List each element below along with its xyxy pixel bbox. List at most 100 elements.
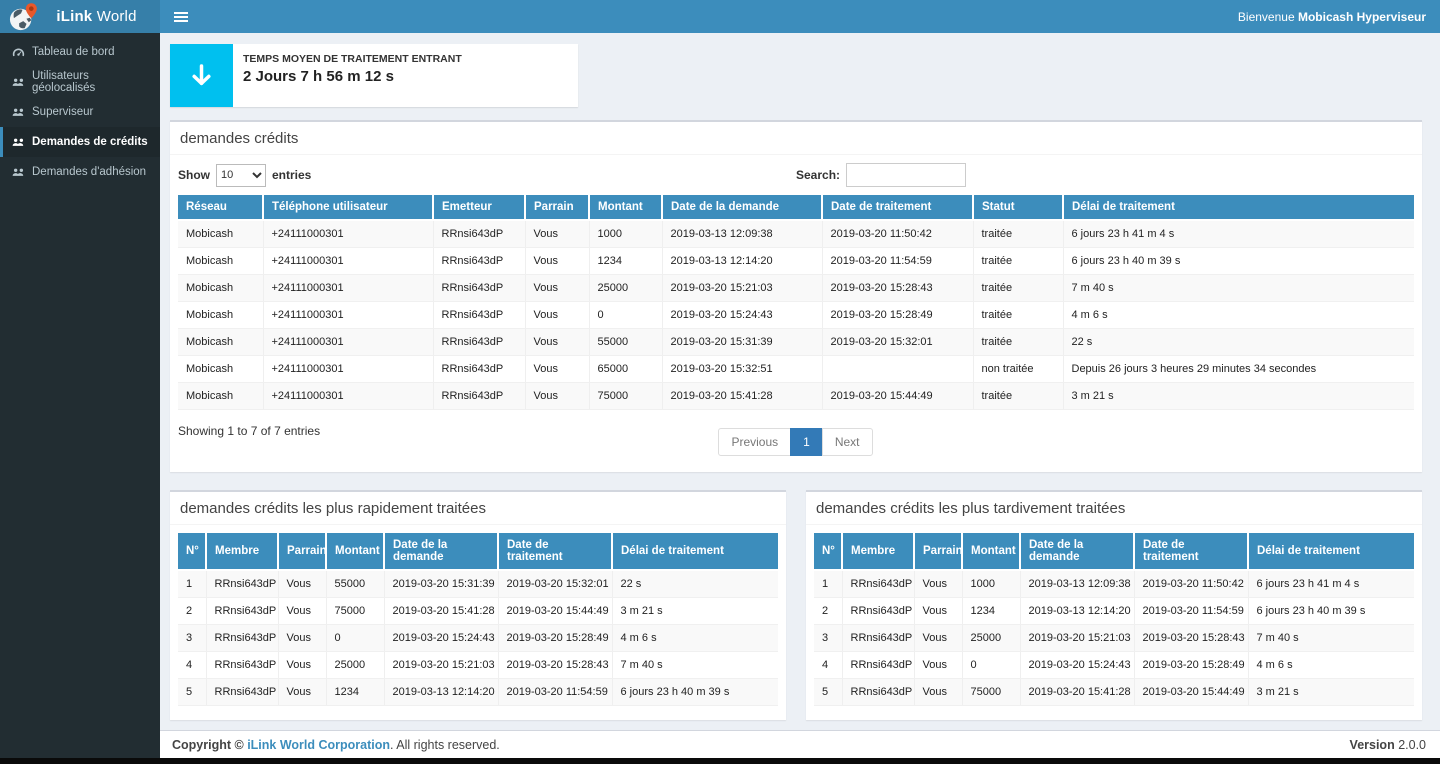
- table-cell: traitée: [973, 220, 1063, 248]
- table-footer: Showing 1 to 7 of 7 entries Previous1Nex…: [178, 420, 1414, 458]
- sidebar-item-demandes-de-credits[interactable]: Demandes de crédits: [0, 127, 160, 157]
- table-cell: Mobicash: [178, 356, 263, 383]
- table-cell: RRnsi643dP: [433, 220, 525, 248]
- panel-body: N°MembreParrainMontantDate de la demande…: [806, 525, 1422, 720]
- table-cell: 75000: [326, 598, 384, 625]
- sidebar-item-demandes-adhesion[interactable]: Demandes d'adhésion: [0, 157, 160, 187]
- table-cell: RRnsi643dP: [433, 356, 525, 383]
- table-cell: traitée: [973, 302, 1063, 329]
- table-cell: 2019-03-20 15:41:28: [662, 383, 822, 410]
- sidebar-item-utilisateurs-geolocalises[interactable]: Utilisateurs géolocalisés: [0, 67, 160, 97]
- app-logo[interactable]: iLink World: [0, 0, 160, 33]
- table-cell: 0: [589, 302, 662, 329]
- users-icon: [12, 76, 25, 89]
- app-window: iLink World Tableau de bord Utilisateurs…: [0, 0, 1440, 758]
- table-cell: 55000: [326, 570, 384, 598]
- app-title-bold: iLink: [56, 8, 92, 25]
- table-cell: Mobicash: [178, 329, 263, 356]
- table-row: Mobicash+24111000301RRnsi643dPVous250002…: [178, 275, 1414, 302]
- table-cell: 5: [814, 679, 842, 706]
- search-input[interactable]: [846, 163, 966, 187]
- table-cell: +24111000301: [263, 302, 433, 329]
- table-cell: [822, 356, 973, 383]
- column-header[interactable]: Réseau: [178, 195, 263, 220]
- table-cell: Vous: [525, 248, 589, 275]
- table-cell: 6 jours 23 h 40 m 39 s: [1063, 248, 1414, 275]
- table-cell: 6 jours 23 h 40 m 39 s: [612, 679, 778, 706]
- table-cell: 2019-03-20 15:24:43: [662, 302, 822, 329]
- table-cell: traitée: [973, 275, 1063, 302]
- table-row: 4RRnsi643dPVous02019-03-20 15:24:432019-…: [814, 652, 1414, 679]
- column-header[interactable]: Statut: [973, 195, 1063, 220]
- table-cell: 2019-03-20 15:31:39: [384, 570, 498, 598]
- table-cell: 2019-03-20 11:50:42: [822, 220, 973, 248]
- column-header[interactable]: Téléphone utilisateur: [263, 195, 433, 220]
- pagination-page-1-button[interactable]: 1: [790, 428, 823, 456]
- table-cell: 2019-03-20 15:21:03: [1020, 625, 1134, 652]
- table-cell: 2019-03-20 15:28:43: [822, 275, 973, 302]
- users-icon: [12, 136, 25, 149]
- column-header[interactable]: Parrain: [525, 195, 589, 220]
- table-row: 2RRnsi643dPVous12342019-03-13 12:14:2020…: [814, 598, 1414, 625]
- column-header[interactable]: Date de la demande: [662, 195, 822, 220]
- table-cell: 55000: [589, 329, 662, 356]
- page-length-select[interactable]: 10: [216, 164, 266, 187]
- pagination-next-button[interactable]: Next: [822, 428, 873, 456]
- sidebar-menu: Tableau de bord Utilisateurs géolocalisé…: [0, 33, 160, 187]
- table-cell: Vous: [914, 652, 962, 679]
- sidebar-toggle-button[interactable]: [160, 0, 202, 33]
- search-label: Search:: [796, 168, 840, 182]
- table-cell: non traitée: [973, 356, 1063, 383]
- sidebar-item-superviseur[interactable]: Superviseur: [0, 97, 160, 127]
- column-header[interactable]: Emetteur: [433, 195, 525, 220]
- panel-title: demandes crédits: [170, 122, 1422, 155]
- table-cell: 7 m 40 s: [612, 652, 778, 679]
- table-cell: 4 m 6 s: [1063, 302, 1414, 329]
- arrow-down-icon: [170, 44, 233, 107]
- app-title-regular: World: [97, 8, 137, 25]
- entries-label: entries: [272, 168, 311, 182]
- column-header: Délai de traitement: [1248, 533, 1414, 570]
- table-cell: RRnsi643dP: [206, 570, 278, 598]
- column-header[interactable]: Délai de traitement: [1063, 195, 1414, 220]
- table-cell: RRnsi643dP: [206, 679, 278, 706]
- table-cell: Vous: [914, 598, 962, 625]
- table-row: Mobicash+24111000301RRnsi643dPVous650002…: [178, 356, 1414, 383]
- table-cell: 2019-03-13 12:14:20: [662, 248, 822, 275]
- welcome-username: Mobicash Hyperviseur: [1298, 10, 1426, 24]
- panel-rapidement-traitees: demandes crédits les plus rapidement tra…: [170, 490, 786, 720]
- sidebar-item-tableau-de-bord[interactable]: Tableau de bord: [0, 37, 160, 67]
- table-cell: Mobicash: [178, 248, 263, 275]
- company-link[interactable]: iLink World Corporation: [247, 738, 390, 752]
- sidebar: iLink World Tableau de bord Utilisateurs…: [0, 0, 160, 758]
- rights-text: . All rights reserved.: [390, 738, 500, 752]
- table-row: 1RRnsi643dPVous10002019-03-13 12:09:3820…: [814, 570, 1414, 598]
- version-value: 2.0.0: [1398, 738, 1426, 752]
- table-cell: Mobicash: [178, 275, 263, 302]
- table-cell: RRnsi643dP: [206, 652, 278, 679]
- table-cell: 4 m 6 s: [612, 625, 778, 652]
- column-header[interactable]: Date de traitement: [822, 195, 973, 220]
- table-cell: RRnsi643dP: [206, 625, 278, 652]
- table-cell: 2019-03-20 15:28:49: [1134, 652, 1248, 679]
- stat-box-value: 2 Jours 7 h 56 m 12 s: [243, 68, 462, 85]
- table-cell: 2019-03-20 11:54:59: [1134, 598, 1248, 625]
- page-footer: Copyright © iLink World Corporation. All…: [160, 730, 1440, 758]
- table-cell: +24111000301: [263, 220, 433, 248]
- pagination-previous-button[interactable]: Previous: [718, 428, 791, 456]
- table-cell: 25000: [326, 652, 384, 679]
- table-cell: 0: [326, 625, 384, 652]
- column-header: Date de traitement: [498, 533, 612, 570]
- table-cell: Mobicash: [178, 302, 263, 329]
- panel-title: demandes crédits les plus tardivement tr…: [806, 492, 1422, 525]
- table-cell: 3: [178, 625, 206, 652]
- table-cell: 2019-03-20 15:28:49: [498, 625, 612, 652]
- table-cell: RRnsi643dP: [433, 248, 525, 275]
- table-cell: 2019-03-13 12:14:20: [1020, 598, 1134, 625]
- table-cell: 2019-03-13 12:14:20: [384, 679, 498, 706]
- column-header: Membre: [842, 533, 914, 570]
- table-cell: 2: [814, 598, 842, 625]
- users-icon: [12, 166, 25, 179]
- table-cell: 2019-03-20 11:54:59: [498, 679, 612, 706]
- column-header[interactable]: Montant: [589, 195, 662, 220]
